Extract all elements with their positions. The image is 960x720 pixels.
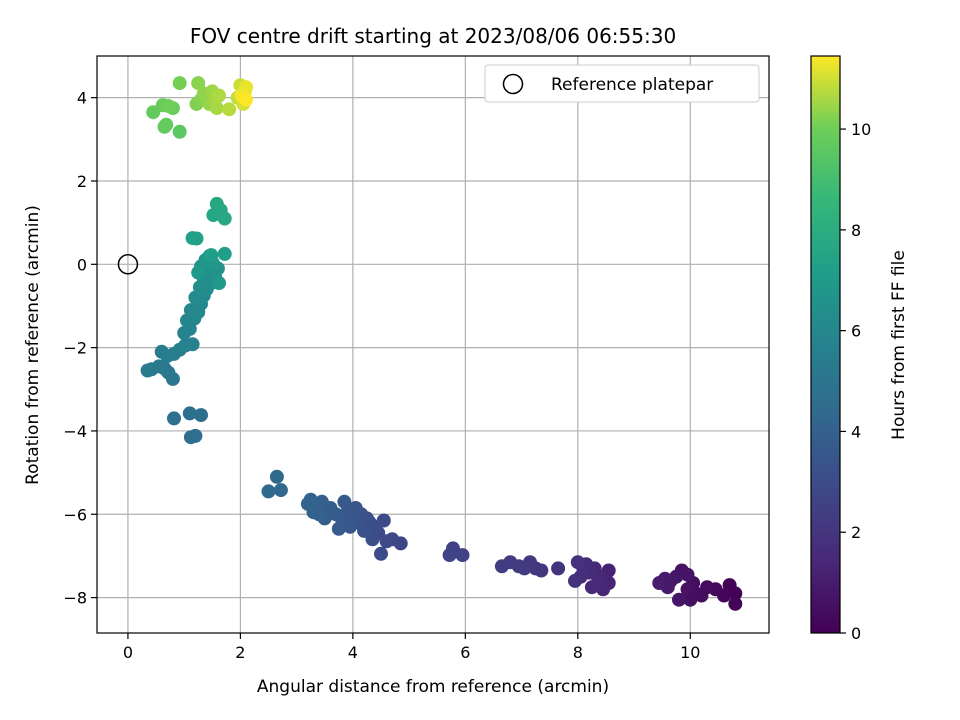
x-tick-label: 2 bbox=[235, 643, 245, 662]
data-point bbox=[652, 576, 667, 590]
legend-box bbox=[484, 64, 760, 103]
data-point bbox=[191, 265, 206, 280]
legend: Reference platepar bbox=[484, 64, 760, 103]
x-tick-label: 0 bbox=[123, 643, 133, 662]
colorbar-tick-label: 2 bbox=[851, 523, 861, 542]
data-point bbox=[212, 88, 226, 103]
data-point bbox=[204, 248, 219, 263]
data-point bbox=[140, 363, 155, 378]
data-point bbox=[568, 573, 582, 588]
data-point bbox=[172, 76, 187, 91]
y-tick-label: −2 bbox=[63, 339, 87, 358]
data-point bbox=[680, 582, 695, 597]
data-point bbox=[551, 561, 566, 576]
y-tick-label: 2 bbox=[77, 172, 87, 191]
data-point bbox=[494, 559, 509, 574]
y-axis-label: Rotation from reference (arcmin) bbox=[23, 205, 43, 485]
colorbar-label: Hours from first FF file bbox=[889, 250, 909, 440]
data-point bbox=[680, 567, 695, 582]
colorbar-tick-label: 6 bbox=[851, 322, 861, 341]
data-point bbox=[217, 211, 232, 226]
data-point bbox=[209, 196, 224, 211]
y-tick-label: 0 bbox=[77, 255, 87, 274]
data-point bbox=[167, 411, 181, 426]
y-axis-ticks: −8 −6 −4 −2 0 2 4 bbox=[63, 89, 97, 608]
data-point bbox=[146, 105, 161, 120]
data-point bbox=[728, 596, 743, 611]
data-point bbox=[722, 578, 737, 593]
data-point bbox=[194, 408, 208, 423]
data-point bbox=[570, 555, 585, 570]
y-tick-label: −6 bbox=[63, 505, 87, 524]
data-point bbox=[188, 428, 203, 443]
x-tick-label: 6 bbox=[460, 643, 470, 662]
data-point bbox=[337, 494, 352, 509]
colorbar-frame bbox=[810, 55, 841, 634]
scatter-points bbox=[140, 76, 743, 611]
data-point bbox=[172, 124, 187, 139]
colorbar: 0 2 4 6 8 10 Hours from first FF file bbox=[810, 55, 909, 643]
x-tick-label: 10 bbox=[680, 643, 700, 662]
legend-marker-reference bbox=[502, 73, 524, 95]
data-point bbox=[182, 406, 197, 421]
data-point bbox=[239, 92, 253, 107]
legend-label-reference: Reference platepar bbox=[551, 75, 713, 95]
colorbar-gradient bbox=[811, 56, 840, 633]
data-point bbox=[212, 276, 226, 291]
data-point bbox=[269, 469, 284, 484]
colorbar-tick-label: 0 bbox=[851, 624, 861, 643]
data-point bbox=[374, 546, 388, 561]
data-point bbox=[331, 521, 346, 536]
plot-frame bbox=[96, 55, 770, 634]
y-tick-label: 4 bbox=[77, 89, 87, 108]
data-point bbox=[273, 483, 288, 498]
data-point bbox=[672, 592, 686, 607]
data-point bbox=[300, 496, 315, 511]
x-tick-label: 8 bbox=[573, 643, 583, 662]
chart-title: FOV centre drift starting at 2023/08/06 … bbox=[190, 24, 676, 48]
data-point bbox=[442, 548, 457, 563]
data-point bbox=[185, 231, 200, 246]
x-axis-label: Angular distance from reference (arcmin) bbox=[257, 677, 609, 697]
data-point bbox=[584, 580, 599, 595]
x-axis-ticks: 0 2 4 6 8 10 bbox=[123, 633, 700, 662]
x-tick-label: 4 bbox=[348, 643, 358, 662]
data-point bbox=[343, 519, 358, 534]
data-point bbox=[261, 484, 276, 499]
colorbar-tick-label: 8 bbox=[851, 221, 861, 240]
data-point bbox=[161, 99, 176, 113]
data-point bbox=[178, 338, 193, 353]
colorbar-ticks: 0 2 4 6 8 10 bbox=[840, 120, 871, 643]
reference-platepar-marker bbox=[117, 254, 139, 275]
colorbar-tick-label: 10 bbox=[851, 120, 871, 139]
data-point bbox=[217, 246, 232, 261]
y-tick-label: −8 bbox=[63, 589, 87, 608]
data-point bbox=[222, 102, 237, 117]
y-tick-label: −4 bbox=[63, 422, 87, 441]
colorbar-tick-label: 4 bbox=[851, 422, 861, 441]
data-point bbox=[191, 76, 206, 91]
data-point bbox=[209, 101, 224, 116]
data-point bbox=[159, 117, 174, 132]
